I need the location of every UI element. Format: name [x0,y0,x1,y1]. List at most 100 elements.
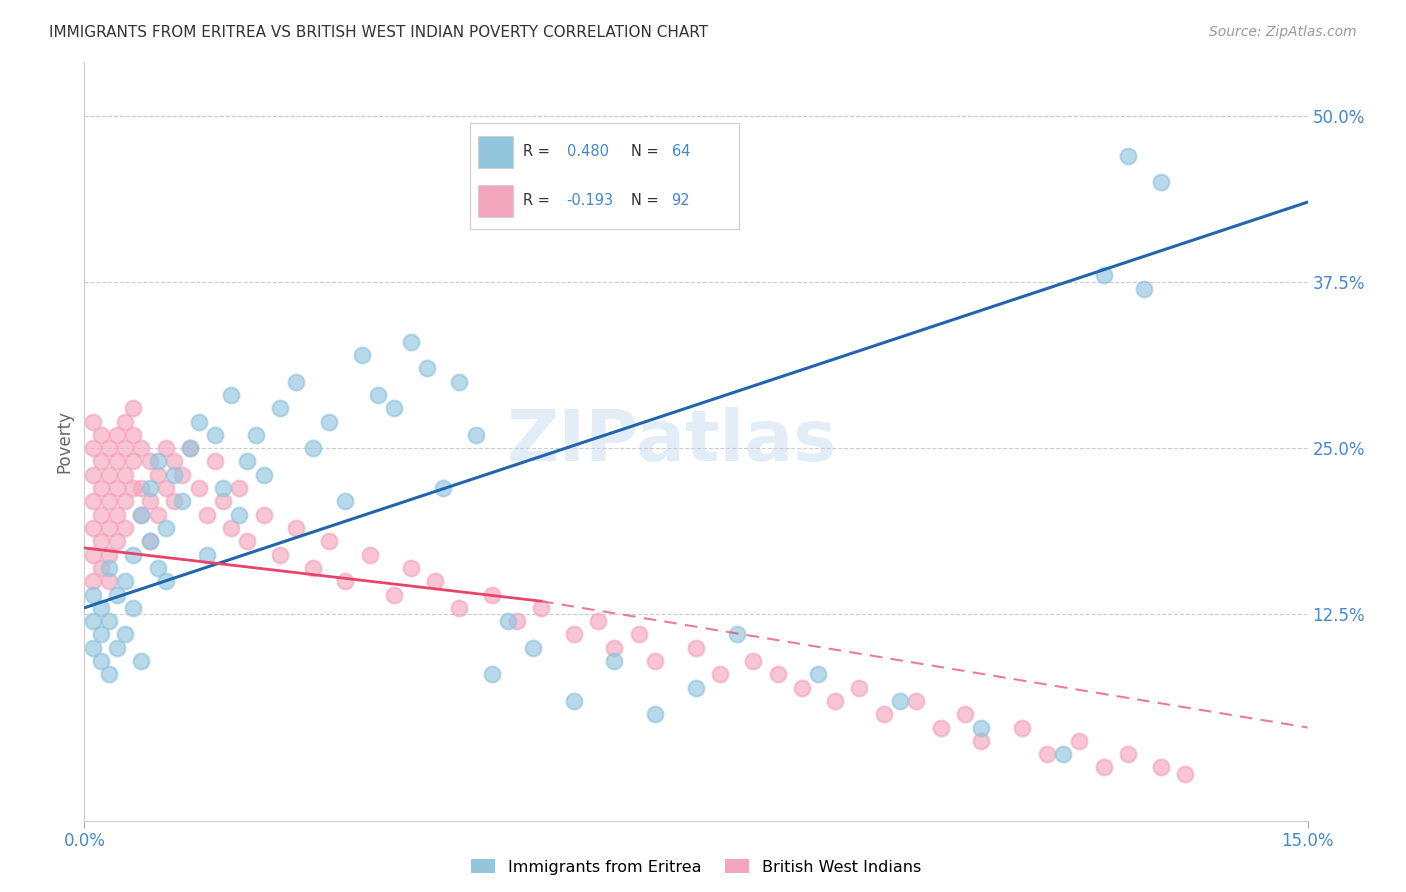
Point [766,667,789,681]
Point [1150,175,1173,189]
Point [97,574,120,589]
Point [90,600,112,615]
Point [114,494,136,508]
Point [953,707,976,722]
Point [138,534,160,549]
Point [1150,760,1173,774]
Point [82,415,104,429]
Point [195,548,218,562]
Point [1011,721,1033,735]
Point [114,415,136,429]
Point [187,415,209,429]
Point [155,574,177,589]
Point [382,587,405,601]
Point [122,454,145,468]
Point [105,454,128,468]
Point [219,388,242,402]
Point [204,428,226,442]
Point [1035,747,1057,761]
Point [163,494,186,508]
Point [318,534,340,549]
Point [97,441,120,455]
Point [627,627,650,641]
Point [970,721,993,735]
Point [603,654,626,668]
Point [131,654,153,668]
Point [522,640,544,655]
Point [114,467,136,482]
Point [114,521,136,535]
Point [335,574,357,589]
Point [1052,747,1074,761]
Point [138,494,160,508]
Point [163,467,186,482]
Point [114,441,136,455]
Point [163,454,186,468]
Point [105,640,128,655]
Point [82,441,104,455]
Point [1116,747,1139,761]
Point [146,467,169,482]
Point [228,481,250,495]
Point [562,694,585,708]
Point [236,534,259,549]
Point [90,534,112,549]
Point [644,654,666,668]
Point [350,348,373,362]
Point [138,454,160,468]
Point [464,428,486,442]
Point [82,640,104,655]
Point [131,481,153,495]
Point [416,361,439,376]
Point [122,548,145,562]
Point [138,534,160,549]
Point [929,721,952,735]
Text: ZIPatlas: ZIPatlas [506,407,837,476]
Point [301,561,323,575]
Point [90,481,112,495]
Text: IMMIGRANTS FROM ERITREA VS BRITISH WEST INDIAN POVERTY CORRELATION CHART: IMMIGRANTS FROM ERITREA VS BRITISH WEST … [49,25,709,40]
Point [382,401,405,416]
Point [301,441,323,455]
Point [122,600,145,615]
Point [335,494,357,508]
Point [138,481,160,495]
Point [245,428,267,442]
Point [97,667,120,681]
Point [872,707,894,722]
Point [212,494,235,508]
Point [219,521,242,535]
Point [505,614,527,628]
Point [155,481,177,495]
Text: Source: ZipAtlas.com: Source: ZipAtlas.com [1209,25,1357,39]
Point [97,548,120,562]
Point [105,428,128,442]
Point [97,614,120,628]
Point [848,681,870,695]
Point [90,654,112,668]
Point [131,508,153,522]
Point [105,534,128,549]
Point [97,561,120,575]
Point [172,467,194,482]
Point [1092,760,1115,774]
Point [889,694,911,708]
Point [82,548,104,562]
Point [146,561,169,575]
Point [253,467,276,482]
Point [399,334,422,349]
Point [212,481,235,495]
Point [131,508,153,522]
Point [423,574,446,589]
Point [285,375,308,389]
Point [172,494,194,508]
Point [824,694,846,708]
Point [644,707,666,722]
Point [481,587,503,601]
Point [790,681,813,695]
Point [122,401,145,416]
Point [82,494,104,508]
Point [1069,734,1091,748]
Point [90,561,112,575]
Point [498,614,520,628]
